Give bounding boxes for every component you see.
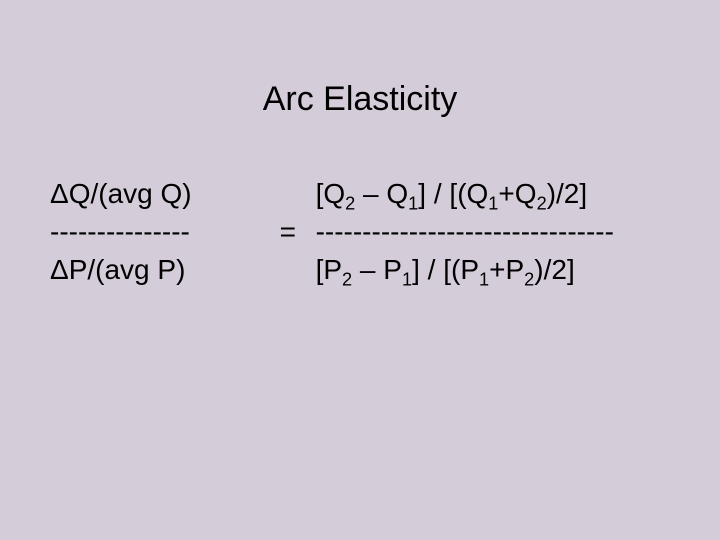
equals-sign: =: [268, 213, 308, 251]
left-numerator: ΔQ/(avg Q): [50, 175, 260, 213]
left-denominator: ΔP/(avg P): [50, 251, 260, 289]
right-numerator: [Q2 – Q1] / [(Q1+Q2)/2]: [316, 175, 588, 213]
right-divider: --------------------------------: [316, 213, 614, 251]
formula-block: ΔQ/(avg Q) [Q2 – Q1] / [(Q1+Q2)/2] -----…: [50, 175, 614, 288]
right-denominator: [P2 – P1] / [(P1+P2)/2]: [316, 251, 575, 289]
formula-row-divider: --------------- = ----------------------…: [50, 213, 614, 251]
slide-title: Arc Elasticity: [0, 80, 720, 119]
left-divider: ---------------: [50, 213, 260, 251]
slide: Arc Elasticity ΔQ/(avg Q) [Q2 – Q1] / [(…: [0, 0, 720, 540]
formula-row-numerator: ΔQ/(avg Q) [Q2 – Q1] / [(Q1+Q2)/2]: [50, 175, 614, 213]
formula-row-denominator: ΔP/(avg P) [P2 – P1] / [(P1+P2)/2]: [50, 251, 614, 289]
